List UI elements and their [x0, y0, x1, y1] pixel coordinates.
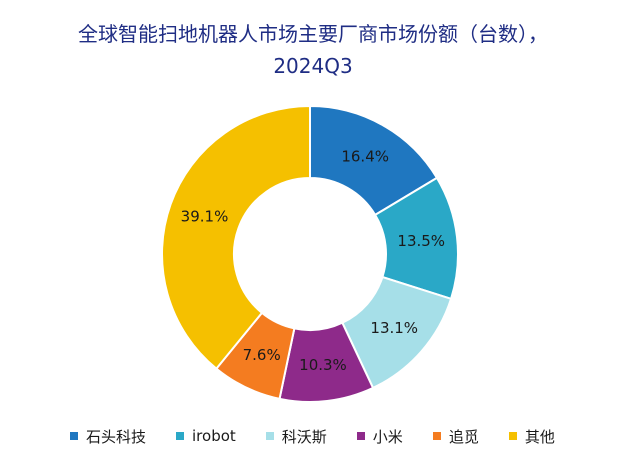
legend-label-5: 追觅 [448, 427, 479, 446]
donut-slice-1 [309, 104, 439, 217]
legend-swatch-3 [265, 432, 274, 440]
donut-slices [161, 104, 459, 403]
legend-item-4: 小米 [356, 426, 403, 447]
chart-title-line2: 2024Q3 [273, 54, 353, 78]
legend-swatch-1 [70, 432, 78, 440]
slice-label-1: 16.4% [341, 148, 389, 166]
chart-title: 全球智能扫地机器人市场主要厂商市场份额（台数）， 2024Q3 [0, 18, 626, 82]
slice-label-5: 7.6% [243, 346, 281, 364]
legend-item-2: irobot [176, 427, 236, 445]
donut-slice-6 [161, 104, 311, 371]
chart-title-line1: 全球智能扫地机器人市场主要厂商市场份额（台数）， [78, 22, 548, 46]
slice-label-4: 10.3% [299, 356, 347, 374]
slice-label-2: 13.5% [397, 232, 445, 250]
chart-legend: 石头科技 irobot 科沃斯 小米 追觅 其他 [70, 424, 610, 448]
legend-label-1: 石头科技 [86, 427, 147, 446]
legend-label-6: 其他 [524, 427, 555, 446]
slice-label-3: 13.1% [370, 319, 418, 337]
legend-swatch-2 [176, 432, 185, 440]
legend-swatch-5 [432, 432, 441, 440]
legend-swatch-4 [356, 432, 365, 440]
legend-swatch-6 [508, 432, 517, 440]
donut-labels: 16.4% 13.5% 13.1% 10.3% 7.6% 39.1% [181, 148, 445, 375]
legend-label-3: 科沃斯 [281, 427, 327, 446]
legend-label-2: irobot [192, 427, 236, 445]
legend-label-4: 小米 [372, 427, 403, 446]
slice-label-6: 39.1% [181, 207, 229, 225]
legend-item-6: 其他 [508, 426, 555, 447]
legend-item-3: 科沃斯 [265, 426, 327, 447]
legend-item-1: 石头科技 [70, 426, 146, 447]
legend-item-5: 追觅 [432, 426, 479, 447]
